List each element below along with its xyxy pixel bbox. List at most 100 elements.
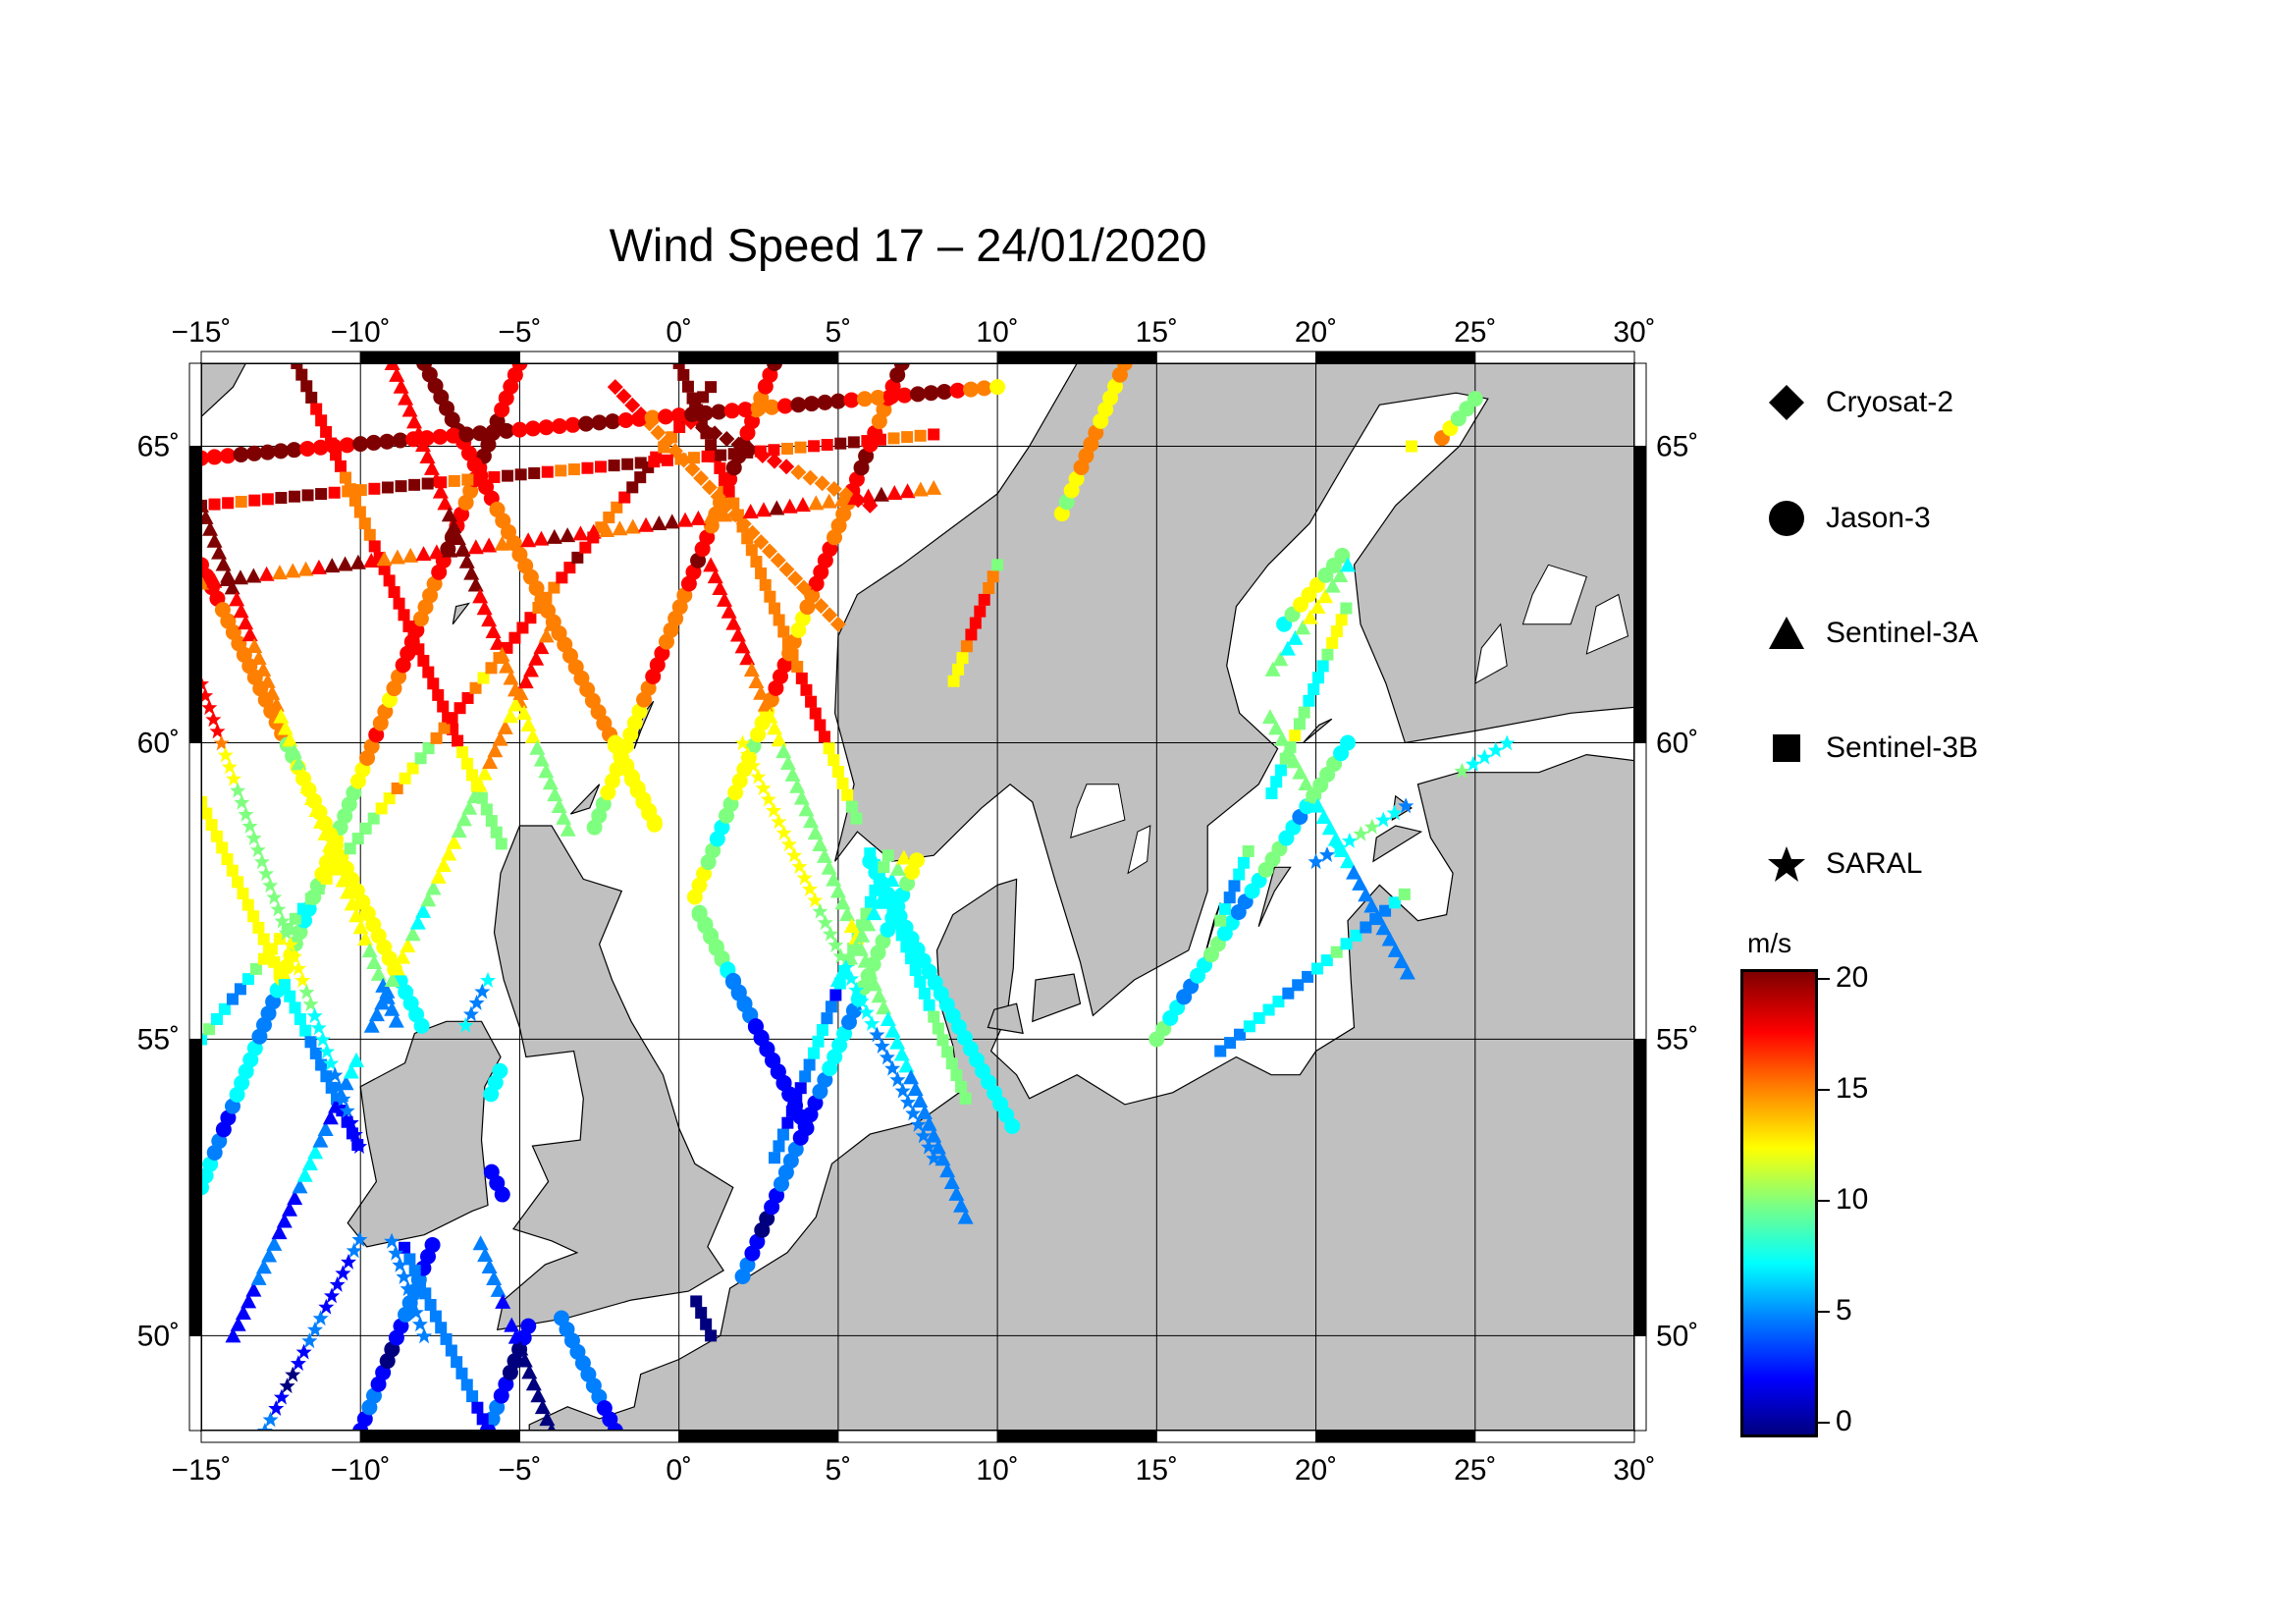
frame-bar xyxy=(996,1430,1157,1443)
square-marker xyxy=(414,752,427,765)
square-marker xyxy=(1270,776,1283,788)
triangle-marker xyxy=(376,551,393,567)
triangle-marker xyxy=(516,1352,533,1368)
star-marker xyxy=(226,770,242,786)
triangle-marker xyxy=(1321,820,1338,836)
square-marker xyxy=(257,933,270,946)
square-marker xyxy=(383,574,396,587)
square-marker xyxy=(914,429,927,442)
triangle-icon xyxy=(1769,617,1804,649)
diamond-marker xyxy=(753,534,770,551)
square-marker xyxy=(648,456,661,468)
triangle-marker xyxy=(1295,620,1311,635)
star-marker xyxy=(812,902,828,919)
triangle-marker xyxy=(310,559,327,574)
diamond-marker xyxy=(607,379,623,396)
frame-bar xyxy=(200,1430,361,1443)
square-marker xyxy=(831,766,844,779)
triangle-marker xyxy=(292,1178,308,1194)
star-marker xyxy=(298,984,315,1001)
square-marker xyxy=(446,712,458,725)
square-marker xyxy=(828,754,840,767)
square-marker xyxy=(480,803,493,816)
triangle-marker xyxy=(953,1197,970,1213)
triangle-marker xyxy=(404,926,421,942)
colorbar-tickmark xyxy=(1818,978,1830,980)
square-marker xyxy=(342,485,354,498)
triangle-marker xyxy=(348,907,365,923)
star-marker xyxy=(241,818,258,835)
triangle-marker xyxy=(729,505,746,520)
square-marker xyxy=(354,484,367,497)
triangle-marker xyxy=(1287,629,1304,645)
square-marker xyxy=(1302,970,1314,983)
star-marker xyxy=(266,889,283,905)
square-marker xyxy=(808,440,821,453)
square-marker xyxy=(474,472,487,485)
square-marker xyxy=(375,802,388,815)
square-marker xyxy=(363,528,376,541)
triangle-marker xyxy=(528,650,545,666)
triangle-marker xyxy=(348,1052,365,1067)
square-marker xyxy=(334,460,347,472)
star-marker xyxy=(253,853,270,870)
triangle-marker xyxy=(712,580,728,596)
square-marker xyxy=(621,458,634,470)
triangle-marker xyxy=(467,539,484,555)
triangle-marker xyxy=(472,1235,489,1251)
star-marker xyxy=(306,1321,323,1337)
triangle-marker xyxy=(520,716,537,731)
triangle-marker xyxy=(866,976,882,992)
square-marker xyxy=(200,807,213,820)
square-marker xyxy=(868,859,881,872)
circle-marker xyxy=(494,1186,510,1203)
diamond-marker xyxy=(826,480,842,497)
star-marker xyxy=(396,1268,412,1284)
triangle-marker xyxy=(400,937,416,952)
diamond-marker xyxy=(804,588,821,605)
star-marker xyxy=(858,1003,875,1020)
aland-land xyxy=(1303,718,1333,743)
lake xyxy=(1522,564,1587,625)
circle-marker xyxy=(617,411,634,428)
diamond-marker xyxy=(814,475,830,492)
triangle-marker xyxy=(899,483,916,499)
star-marker xyxy=(468,994,485,1010)
square-marker xyxy=(900,941,913,953)
square-marker xyxy=(1303,694,1315,707)
square-marker xyxy=(571,551,584,564)
triangle-marker xyxy=(344,895,360,911)
triangle-marker xyxy=(211,544,228,560)
square-marker xyxy=(304,1036,317,1049)
square-marker xyxy=(1326,636,1339,649)
star-marker xyxy=(1465,755,1481,772)
circle-marker xyxy=(299,440,316,457)
circle-marker xyxy=(326,438,343,455)
triangle-marker xyxy=(781,498,798,514)
triangle-marker xyxy=(521,1364,538,1380)
triangle-marker xyxy=(812,837,828,852)
square-marker xyxy=(528,466,541,479)
square-marker xyxy=(232,876,244,889)
square-marker xyxy=(556,571,568,584)
circle-marker xyxy=(658,408,674,425)
triangle-marker xyxy=(943,1174,960,1190)
lat-tick-right: 55˚ xyxy=(1656,1023,1698,1055)
square-marker xyxy=(634,457,647,469)
triangle-marker xyxy=(225,1327,241,1343)
square-marker xyxy=(406,762,419,775)
lon-tick-bottom: −5˚ xyxy=(498,1454,541,1487)
square-marker xyxy=(768,444,780,457)
circle-marker xyxy=(405,431,422,448)
frame-bar xyxy=(1315,1430,1476,1443)
triangle-marker xyxy=(677,512,694,527)
square-marker xyxy=(673,421,686,434)
diamond-marker xyxy=(684,460,701,477)
triangle-marker xyxy=(512,1340,529,1356)
square-marker xyxy=(351,833,364,845)
square-marker xyxy=(524,612,537,624)
square-marker xyxy=(398,609,410,622)
circle-marker xyxy=(591,414,608,431)
star-marker xyxy=(801,881,818,897)
triangle-marker xyxy=(930,1139,946,1155)
